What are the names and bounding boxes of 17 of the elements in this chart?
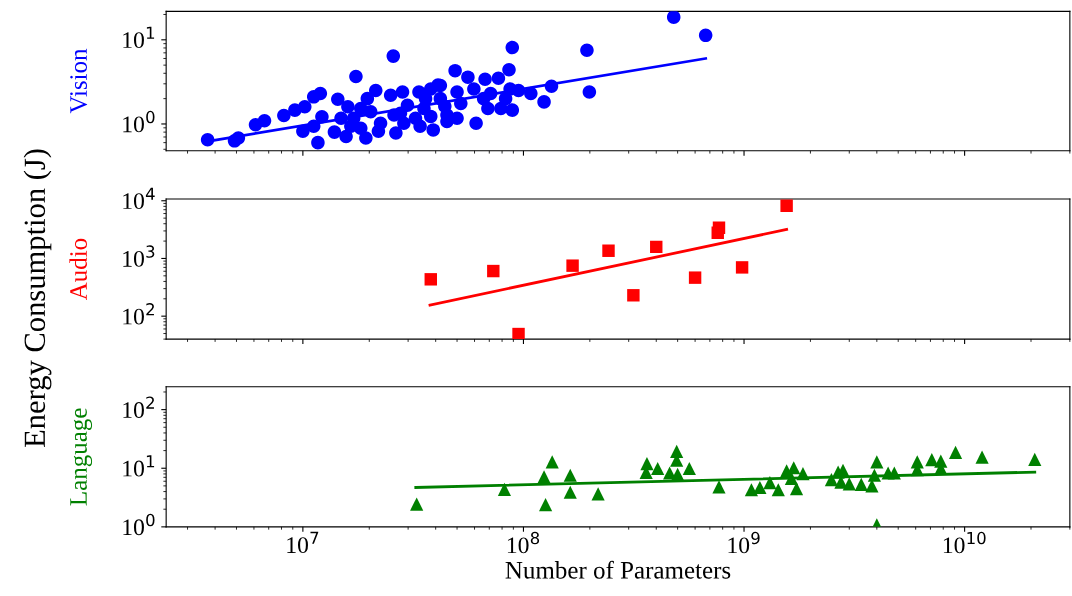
y-tick-label: 10$^{1}$	[123, 26, 155, 49]
y-tick-label: 10$^{0}$	[123, 513, 155, 536]
x-tick-label: 10$^{9}$	[728, 531, 760, 554]
y-tick-label: 10$^{2}$	[123, 303, 154, 325]
x-tick-label: 10$^{10}$	[943, 531, 986, 554]
y-tick-label: 10$^{0}$	[123, 110, 155, 133]
y-tick-label: 10$^{1}$	[123, 455, 155, 477]
y-axis-title: Language	[70, 408, 93, 506]
y-axis-title: Audio	[69, 238, 87, 301]
x-axis-title: Number of Parameters	[505, 560, 731, 579]
x-tick-label: 10$^{7}$	[287, 531, 319, 554]
y-axis-title: Vision	[70, 48, 88, 114]
y-tick-label: 10$^{2}$	[123, 396, 154, 419]
x-tick-label: 10$^{8}$	[507, 531, 540, 554]
y-tick-label: 10$^{3}$	[123, 245, 155, 267]
y-tick-label: 10$^{4}$	[123, 187, 155, 210]
text: Energy Consumption (J)	[23, 149, 52, 448]
